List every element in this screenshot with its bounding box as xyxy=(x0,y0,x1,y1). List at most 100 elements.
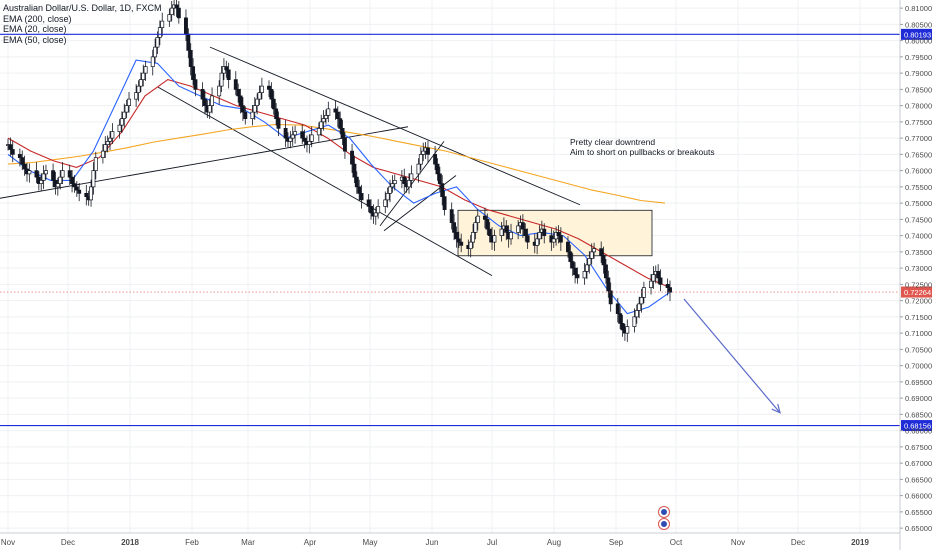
chart-legend: Australian Dollar/U.S. Dollar, 1D, FXCM … xyxy=(3,3,162,45)
candle-down xyxy=(542,228,547,236)
candle-down xyxy=(72,183,77,188)
candle-up xyxy=(392,180,397,184)
candle-down xyxy=(452,222,457,233)
candle-up xyxy=(293,131,298,136)
candle-down xyxy=(520,222,525,230)
candle-down xyxy=(240,105,245,113)
level-badge-label: 0.80193 xyxy=(904,30,931,39)
legend-ema50[interactable]: EMA (50, close) xyxy=(3,34,67,45)
candle-down xyxy=(454,232,459,240)
candle-down xyxy=(77,189,82,194)
candle-up xyxy=(471,232,476,243)
candle-up xyxy=(319,121,324,129)
time-tick-label: 2019 xyxy=(851,538,869,547)
time-tick-label: Nov xyxy=(1,538,15,547)
candle-up xyxy=(632,316,637,327)
candle-up xyxy=(257,92,262,100)
candle-up xyxy=(105,141,110,145)
price-tick-label: 0.74500 xyxy=(905,215,932,224)
candle-up xyxy=(551,238,556,243)
candle-up xyxy=(160,20,165,28)
candle-down xyxy=(84,193,89,197)
candle-up xyxy=(288,137,293,142)
candle-down xyxy=(354,176,359,188)
price-tick-label: 0.78000 xyxy=(905,102,932,111)
candle-up xyxy=(376,206,381,214)
projection-arrow xyxy=(683,298,781,414)
price-tick-label: 0.71000 xyxy=(905,329,932,338)
candle-up xyxy=(259,85,264,93)
candle-down xyxy=(200,89,205,100)
time-tick-label: Feb xyxy=(185,538,199,547)
candle-up xyxy=(143,66,148,74)
candle-down xyxy=(615,303,620,314)
price-axis[interactable]: 0.81000 0.80500 0.80000 0.79500 0.79000 0.785… xyxy=(899,0,932,550)
channel-upper-line xyxy=(209,46,581,206)
candle-down xyxy=(357,186,362,194)
price-tick-label: 0.76000 xyxy=(905,167,932,176)
candle-up xyxy=(326,108,331,116)
candle-down xyxy=(606,277,611,292)
candle-down xyxy=(369,206,373,214)
candle-down xyxy=(618,313,623,324)
candle-down xyxy=(226,69,231,80)
candle-up xyxy=(421,150,426,155)
price-tick-label: 0.70500 xyxy=(905,345,932,354)
candle-down xyxy=(359,193,364,201)
price-tick-label: 0.79000 xyxy=(905,69,932,78)
candle-up xyxy=(407,180,411,188)
candle-up xyxy=(641,287,646,298)
candle-down xyxy=(658,277,663,285)
candle-up xyxy=(516,225,521,233)
candle-up xyxy=(167,14,172,22)
candle-up xyxy=(207,105,212,113)
candle-down xyxy=(191,66,196,80)
last-price-badge xyxy=(901,286,932,298)
candle-up xyxy=(390,183,395,188)
time-tick-label: 2018 xyxy=(121,538,139,547)
time-tick-label: Dec xyxy=(61,538,75,547)
candle-down xyxy=(558,235,563,243)
candle-down xyxy=(668,287,672,293)
candle-down xyxy=(300,131,305,139)
candle-down xyxy=(449,209,454,223)
price-tick-label: 0.74000 xyxy=(905,232,932,241)
candle-down xyxy=(243,111,248,119)
candle-down xyxy=(333,108,338,113)
projection-arrow-head xyxy=(771,403,781,414)
candle-up xyxy=(492,235,497,243)
candle-up xyxy=(499,228,504,236)
price-tick-label: 0.68000 xyxy=(905,427,932,436)
candle-up xyxy=(388,186,392,194)
candle-down xyxy=(202,98,207,106)
candle-down xyxy=(10,149,15,155)
candle-up xyxy=(255,98,260,106)
candle-down xyxy=(435,163,440,175)
candle-down xyxy=(601,254,606,266)
candle-up xyxy=(91,170,96,188)
candle-down xyxy=(620,323,625,331)
candle-down xyxy=(575,274,580,279)
candle-down xyxy=(566,241,570,253)
legend-ema20[interactable]: EMA (20, close) xyxy=(3,24,67,34)
price-tick-label: 0.66000 xyxy=(905,492,932,501)
legend-symbol[interactable]: Australian Dollar/U.S. Dollar, 1D, FXCM xyxy=(3,3,162,13)
candle-up xyxy=(290,134,295,139)
price-tick-label: 0.72500 xyxy=(905,280,932,289)
candle-up xyxy=(100,150,105,158)
candle-down xyxy=(603,264,608,279)
time-axis[interactable]: Nov Dec 2018 Feb Mar Apr May Jun Jul Aug Sep Oct Nov… xyxy=(0,532,900,547)
candle-up xyxy=(252,105,257,113)
candle-down xyxy=(267,85,271,90)
candle-down xyxy=(665,284,670,288)
candle-down xyxy=(186,33,191,51)
candle-down xyxy=(350,150,355,165)
candle-up xyxy=(383,199,388,207)
candle-up xyxy=(117,124,122,132)
price-tick-label: 0.73000 xyxy=(905,264,932,273)
legend-ema200[interactable]: EMA (200, close) xyxy=(3,13,72,24)
candle-up xyxy=(89,186,93,201)
price-tick-label: 0.77000 xyxy=(905,134,932,143)
candle-up xyxy=(141,72,146,80)
